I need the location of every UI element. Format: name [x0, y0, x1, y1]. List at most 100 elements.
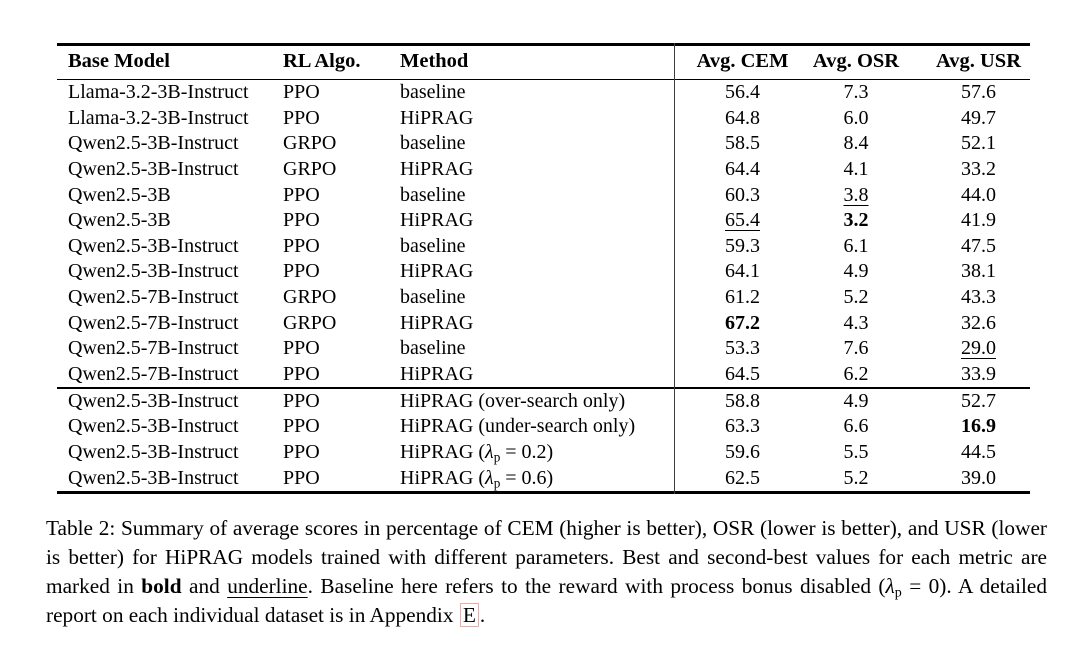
- cell-avg-cem: 60.3: [674, 183, 811, 209]
- cell-avg-usr: 44.5: [901, 440, 1030, 466]
- cell-avg-osr: 6.6: [811, 414, 901, 440]
- metric-value: 63.3: [725, 415, 760, 438]
- cell-rl-algo: PPO: [283, 183, 320, 206]
- cell-avg-osr: 6.1: [811, 234, 901, 260]
- cell-rl-algo: PPO: [283, 106, 320, 129]
- cell-avg-osr: 4.1: [811, 157, 901, 183]
- metric-value: 58.5: [725, 132, 760, 155]
- metric-value: 3.2: [843, 209, 869, 232]
- col-header-avg-cem: Avg. CEM: [696, 50, 789, 73]
- metric-value: 64.8: [725, 106, 760, 129]
- cell-avg-osr: 4.3: [811, 311, 901, 337]
- cell-avg-cem: 64.4: [674, 157, 811, 183]
- metric-value: 41.9: [961, 209, 996, 232]
- metric-value: 62.5: [725, 466, 760, 489]
- cell-avg-usr: 43.3: [901, 285, 1030, 311]
- metric-value: 4.3: [843, 311, 869, 334]
- cell-avg-cem: 58.8: [674, 389, 811, 415]
- cell-rl-algo: PPO: [283, 466, 320, 489]
- cell-avg-usr: 32.6: [901, 311, 1030, 337]
- cell-avg-usr: 41.9: [901, 208, 1030, 234]
- metric-value: 47.5: [961, 234, 996, 257]
- cell-base-model: Qwen2.5-7B-Instruct: [68, 362, 239, 385]
- cell-rl-algo: PPO: [283, 81, 320, 104]
- metric-value: 57.6: [961, 81, 996, 104]
- metric-value: 52.7: [961, 389, 996, 412]
- metric-value: 44.5: [961, 440, 996, 463]
- cell-avg-usr: 29.0: [901, 336, 1030, 362]
- table-body-main: Llama-3.2-3B-Instruct PPO baseline 56.4 7.3 5…: [57, 80, 1030, 387]
- cell-method: HiPRAG: [400, 362, 474, 385]
- cell-rl-algo: GRPO: [283, 286, 337, 309]
- table-row: Qwen2.5-3B-Instruct PPO baseline 59.3 6.1 47.…: [57, 234, 1030, 260]
- cell-avg-osr: 4.9: [811, 389, 901, 415]
- metric-value: 32.6: [961, 311, 996, 334]
- table-row: Llama-3.2-3B-Instruct PPO HiPRAG 64.8 6.0 49.…: [57, 106, 1030, 132]
- cell-avg-usr: 38.1: [901, 259, 1030, 285]
- cell-method: HiPRAG: [400, 158, 474, 181]
- metric-value: 5.2: [843, 466, 869, 489]
- metric-value: 16.9: [961, 415, 996, 438]
- cell-base-model: Qwen2.5-3B-Instruct: [68, 466, 239, 489]
- table-section-rule: [57, 387, 1030, 389]
- cell-avg-cem: 63.3: [674, 414, 811, 440]
- metric-value: 64.5: [725, 362, 760, 385]
- cell-method: HiPRAG: [400, 106, 474, 129]
- table-top-rule: [57, 43, 1030, 46]
- cell-avg-cem: 62.5: [674, 466, 811, 492]
- metric-value: 60.3: [725, 183, 760, 206]
- table-row: Qwen2.5-3B-Instruct PPO HiPRAG (λp = 0.6) 6…: [57, 466, 1030, 492]
- cell-avg-osr: 5.5: [811, 440, 901, 466]
- cell-rl-algo: PPO: [283, 209, 320, 232]
- cell-method: baseline: [400, 132, 466, 155]
- metric-value: 7.3: [843, 81, 869, 104]
- metric-value: 59.3: [725, 234, 760, 257]
- table-row: Qwen2.5-3B-Instruct GRPO HiPRAG 64.4 4.1 33.2: [57, 157, 1030, 183]
- table-row: Qwen2.5-3B-Instruct PPO HiPRAG (over-searc…: [57, 389, 1030, 415]
- cell-method: HiPRAG (under-search only): [400, 415, 636, 438]
- cell-avg-osr: 6.0: [811, 106, 901, 132]
- cell-avg-cem: 58.5: [674, 131, 811, 157]
- metric-value: 58.8: [725, 389, 760, 412]
- metric-value: 3.8: [843, 183, 869, 206]
- metric-value: 38.1: [961, 260, 996, 283]
- cell-rl-algo: PPO: [283, 440, 320, 463]
- metric-value: 33.2: [961, 158, 996, 181]
- cell-rl-algo: PPO: [283, 389, 320, 412]
- caption-underline-word: underline: [227, 574, 308, 598]
- cell-avg-usr: 33.2: [901, 157, 1030, 183]
- cell-base-model: Qwen2.5-7B-Instruct: [68, 286, 239, 309]
- metric-value: 7.6: [843, 337, 869, 360]
- metric-value: 33.9: [961, 362, 996, 385]
- cell-avg-osr: 3.8: [811, 183, 901, 209]
- cell-avg-usr: 49.7: [901, 106, 1030, 132]
- table-row: Qwen2.5-3B-Instruct PPO HiPRAG (λp = 0.2) 5…: [57, 440, 1030, 466]
- table-row: Qwen2.5-3B-Instruct GRPO baseline 58.5 8.4 52…: [57, 131, 1030, 157]
- metric-value: 4.1: [843, 158, 869, 181]
- col-header-avg-usr: Avg. USR: [935, 50, 1022, 73]
- lambda-symbol: λ: [885, 574, 895, 598]
- cell-avg-osr: 8.4: [811, 131, 901, 157]
- cell-base-model: Qwen2.5-3B-Instruct: [68, 260, 239, 283]
- cell-rl-algo: PPO: [283, 362, 320, 385]
- cell-avg-usr: 52.1: [901, 131, 1030, 157]
- metric-value: 52.1: [961, 132, 996, 155]
- appendix-link[interactable]: E: [459, 603, 479, 628]
- metric-value: 61.2: [725, 286, 760, 309]
- cell-rl-algo: GRPO: [283, 311, 337, 334]
- cell-avg-cem: 53.3: [674, 336, 811, 362]
- metric-value: 64.1: [725, 260, 760, 283]
- caption-text: .: [479, 603, 486, 627]
- cell-method: HiPRAG (λp = 0.6): [400, 466, 554, 490]
- cell-rl-algo: GRPO: [283, 132, 337, 155]
- cell-method: baseline: [400, 286, 466, 309]
- cell-base-model: Qwen2.5-3B-Instruct: [68, 389, 239, 412]
- cell-base-model: Qwen2.5-3B-Instruct: [68, 158, 239, 181]
- cell-rl-algo: PPO: [283, 337, 320, 360]
- cell-avg-cem: 61.2: [674, 285, 811, 311]
- table-body-ablation: Qwen2.5-3B-Instruct PPO HiPRAG (over-searc…: [57, 389, 1030, 491]
- metric-value: 6.6: [843, 415, 869, 438]
- table-row: Qwen2.5-3B PPO HiPRAG 65.4 3.2 41.9: [57, 208, 1030, 234]
- caption-text: = 0). A detailed report on each individu…: [46, 574, 1048, 627]
- caption-text: and: [181, 574, 228, 598]
